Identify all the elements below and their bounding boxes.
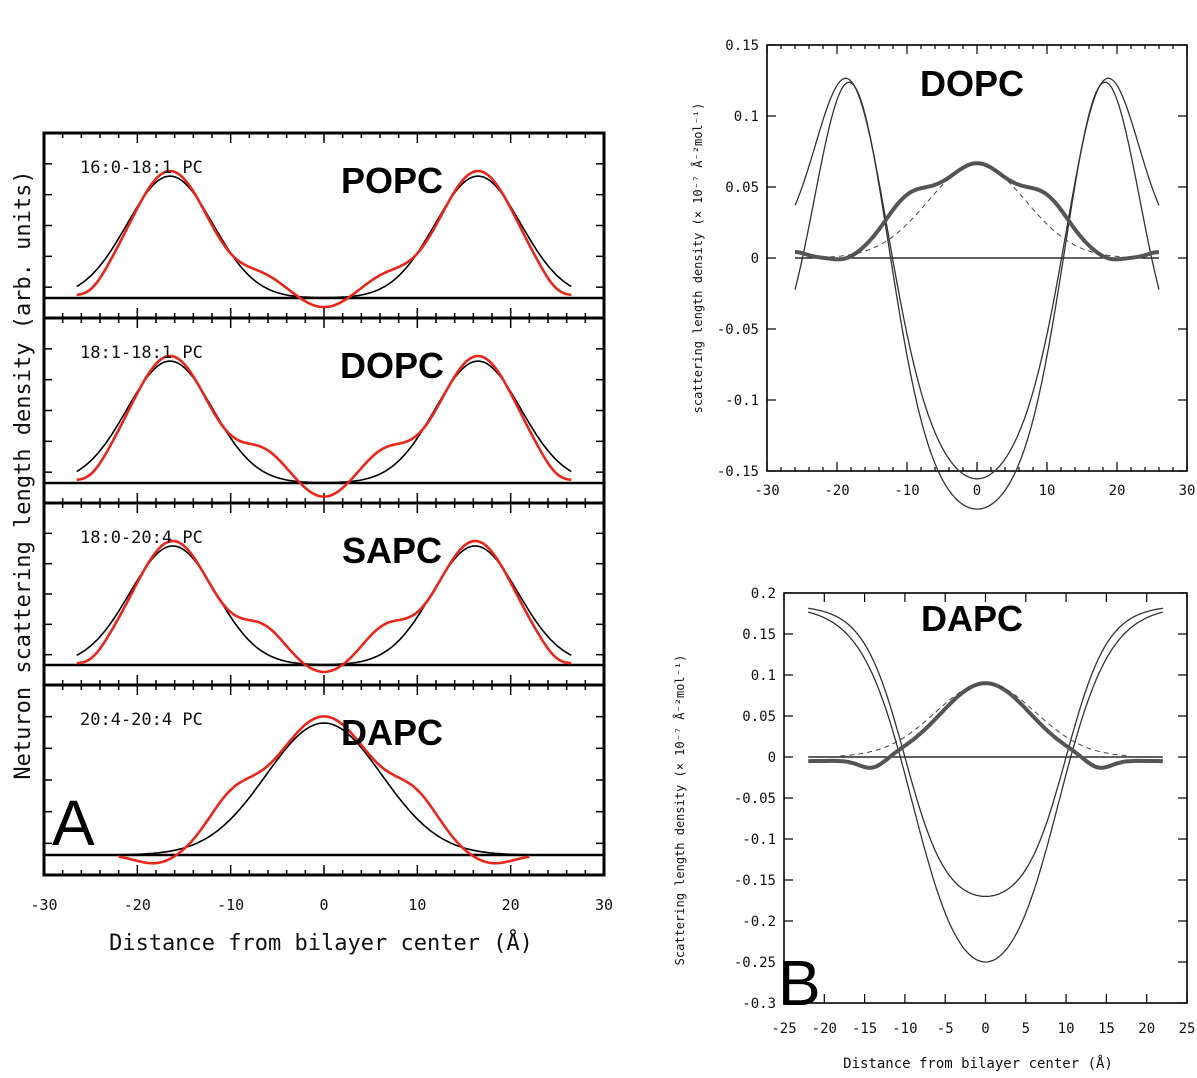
panel-b-dopc-y-tick-label: 0.15 bbox=[725, 38, 759, 54]
panel-b-dapc-y-tick-label: -0.3 bbox=[742, 996, 776, 1012]
panel-b-dapc: Scattering length density (× 10⁻⁷ Å⁻²mol… bbox=[672, 586, 1195, 1072]
panel-b-dopc-x-tick-label: -30 bbox=[754, 483, 779, 499]
panel-b-dapc-x-tick-label: 5 bbox=[1022, 1021, 1030, 1037]
panel-a-x-tick-label: 30 bbox=[595, 896, 613, 914]
panel-b-dapc-y-tick-label: -0.2 bbox=[742, 914, 776, 930]
panel-a-experiment-curve bbox=[76, 539, 572, 674]
panel-b-dopc-x-tick-label: 0 bbox=[973, 483, 981, 499]
panel-b-dapc-y-tick-label: 0.05 bbox=[742, 709, 776, 725]
panel-a-lipid-label: DAPC bbox=[341, 712, 443, 753]
panel-b-dapc-x-tick-label: -25 bbox=[771, 1021, 796, 1037]
panel-b-dapc-y-tick-label: 0.15 bbox=[742, 627, 776, 643]
panel-b-dopc-x-tick-label: 30 bbox=[1179, 483, 1196, 499]
panel-a-lipid-label: SAPC bbox=[342, 530, 442, 571]
panel-b-dapc-title: DAPC bbox=[921, 598, 1023, 639]
panel-a-model-curve bbox=[76, 360, 572, 484]
panel-b-dapc-x-tick-label: -5 bbox=[937, 1021, 954, 1037]
panel-a: Neturon scattering length density (arb. … bbox=[11, 131, 613, 956]
panel-a-x-tick-label: 10 bbox=[408, 896, 426, 914]
panel-b-dopc-y-tick-label: -0.15 bbox=[717, 464, 759, 480]
panel-a-x-tick-label: 0 bbox=[319, 896, 328, 914]
panel-b-dopc-x-tick-label: 10 bbox=[1039, 483, 1056, 499]
panel-b-dapc-x-tick-label: -15 bbox=[852, 1021, 877, 1037]
panel-a-x-tick-label: -10 bbox=[217, 896, 244, 914]
panel-b-dopc-fit-curve bbox=[829, 163, 1125, 258]
panel-b-dopc-y-tick-label: 0.05 bbox=[725, 180, 759, 196]
panel-a-letter: A bbox=[52, 787, 95, 859]
panel-b-dopc: scattering length density (× 10⁻⁷ Å⁻²mol… bbox=[690, 38, 1196, 510]
panel-b-dapc-y-tick-label: 0.1 bbox=[751, 668, 776, 684]
panel-a-model-curve bbox=[118, 722, 530, 856]
panel-b-dapc-x-tick-label: 25 bbox=[1179, 1021, 1196, 1037]
panel-a-lipid-label: DOPC bbox=[340, 345, 444, 386]
panel-a-model-curve bbox=[76, 175, 572, 299]
panel-a-x-axis-label: Distance from bilayer center (Å) bbox=[109, 929, 533, 956]
panel-b-dapc-x-tick-label: 15 bbox=[1098, 1021, 1115, 1037]
panel-b-dapc-y-tick-label: 0 bbox=[768, 750, 776, 766]
panel-b-dopc-y-tick-label: 0.1 bbox=[734, 109, 759, 125]
panel-b-dapc-chain-curve bbox=[808, 681, 1163, 770]
panel-b-letter: B bbox=[778, 947, 821, 1019]
panel-b-dopc-curve bbox=[794, 77, 1160, 480]
panel-a-model-curve bbox=[76, 545, 572, 666]
panel-a-x-tick-label: 20 bbox=[502, 896, 520, 914]
panel-b-dopc-x-tick-label: -10 bbox=[894, 483, 919, 499]
panel-b-dapc-x-tick-label: 20 bbox=[1138, 1021, 1155, 1037]
panel-b-dapc-x-tick-label: -20 bbox=[812, 1021, 837, 1037]
panel-b-dopc-curve bbox=[794, 81, 1160, 510]
panel-a-chain-label: 20:4-20:4 PC bbox=[80, 710, 203, 730]
panel-a-experiment-curve bbox=[76, 169, 572, 309]
panel-b-dapc-y-tick-label: -0.05 bbox=[734, 791, 776, 807]
panel-b-dopc-y-axis-label: scattering length density (× 10⁻⁷ Å⁻²mol… bbox=[690, 103, 705, 414]
panel-b-dapc-y-tick-label: -0.25 bbox=[734, 955, 776, 971]
panel-b-dapc-curve bbox=[808, 611, 1163, 963]
panel-b-dopc-y-tick-label: 0 bbox=[751, 251, 759, 267]
panel-a-x-tick-label: -30 bbox=[30, 896, 57, 914]
panel-b-dopc-y-tick-label: -0.05 bbox=[717, 322, 759, 338]
panel-a-chain-label: 16:0-18:1 PC bbox=[80, 158, 203, 178]
panel-b-dapc-x-tick-label: 0 bbox=[981, 1021, 989, 1037]
panel-b-dapc-y-tick-label: -0.15 bbox=[734, 873, 776, 889]
panel-b-dapc-frame bbox=[783, 592, 1188, 1004]
panel-b-dapc-x-tick-label: -10 bbox=[892, 1021, 917, 1037]
panel-a-chain-label: 18:1-18:1 PC bbox=[80, 343, 203, 363]
panel-b-dapc-y-axis-label: Scattering length density (× 10⁻⁷ Å⁻²mol… bbox=[672, 655, 687, 966]
panel-b-dopc-x-tick-label: -20 bbox=[824, 483, 849, 499]
panel-b-dapc-x-tick-label: 10 bbox=[1058, 1021, 1075, 1037]
panel-b-dopc-chain-curve bbox=[794, 161, 1160, 262]
panel-a-chain-label: 18:0-20:4 PC bbox=[80, 528, 203, 548]
panel-b-dopc-y-tick-label: -0.1 bbox=[725, 393, 759, 409]
panel-b-dapc-fit-curve bbox=[840, 682, 1131, 757]
panel-a-y-axis-label: Neturon scattering length density (arb. … bbox=[11, 170, 36, 779]
panel-a-experiment-curve bbox=[118, 715, 530, 865]
panel-b-dapc-y-tick-label: 0.2 bbox=[751, 586, 776, 602]
panel-b-dopc-title: DOPC bbox=[920, 63, 1024, 104]
panel-a-lipid-label: POPC bbox=[341, 160, 443, 201]
panel-b-dapc-y-tick-label: -0.1 bbox=[742, 832, 776, 848]
panel-b-dopc-x-tick-label: 20 bbox=[1109, 483, 1126, 499]
panel-a-experiment-curve bbox=[76, 354, 572, 499]
panel-b-dapc-curve bbox=[808, 607, 1163, 898]
panel-a-x-tick-label: -20 bbox=[124, 896, 151, 914]
panel-b-x-axis-label: Distance from bilayer center (Å) bbox=[843, 1055, 1113, 1072]
